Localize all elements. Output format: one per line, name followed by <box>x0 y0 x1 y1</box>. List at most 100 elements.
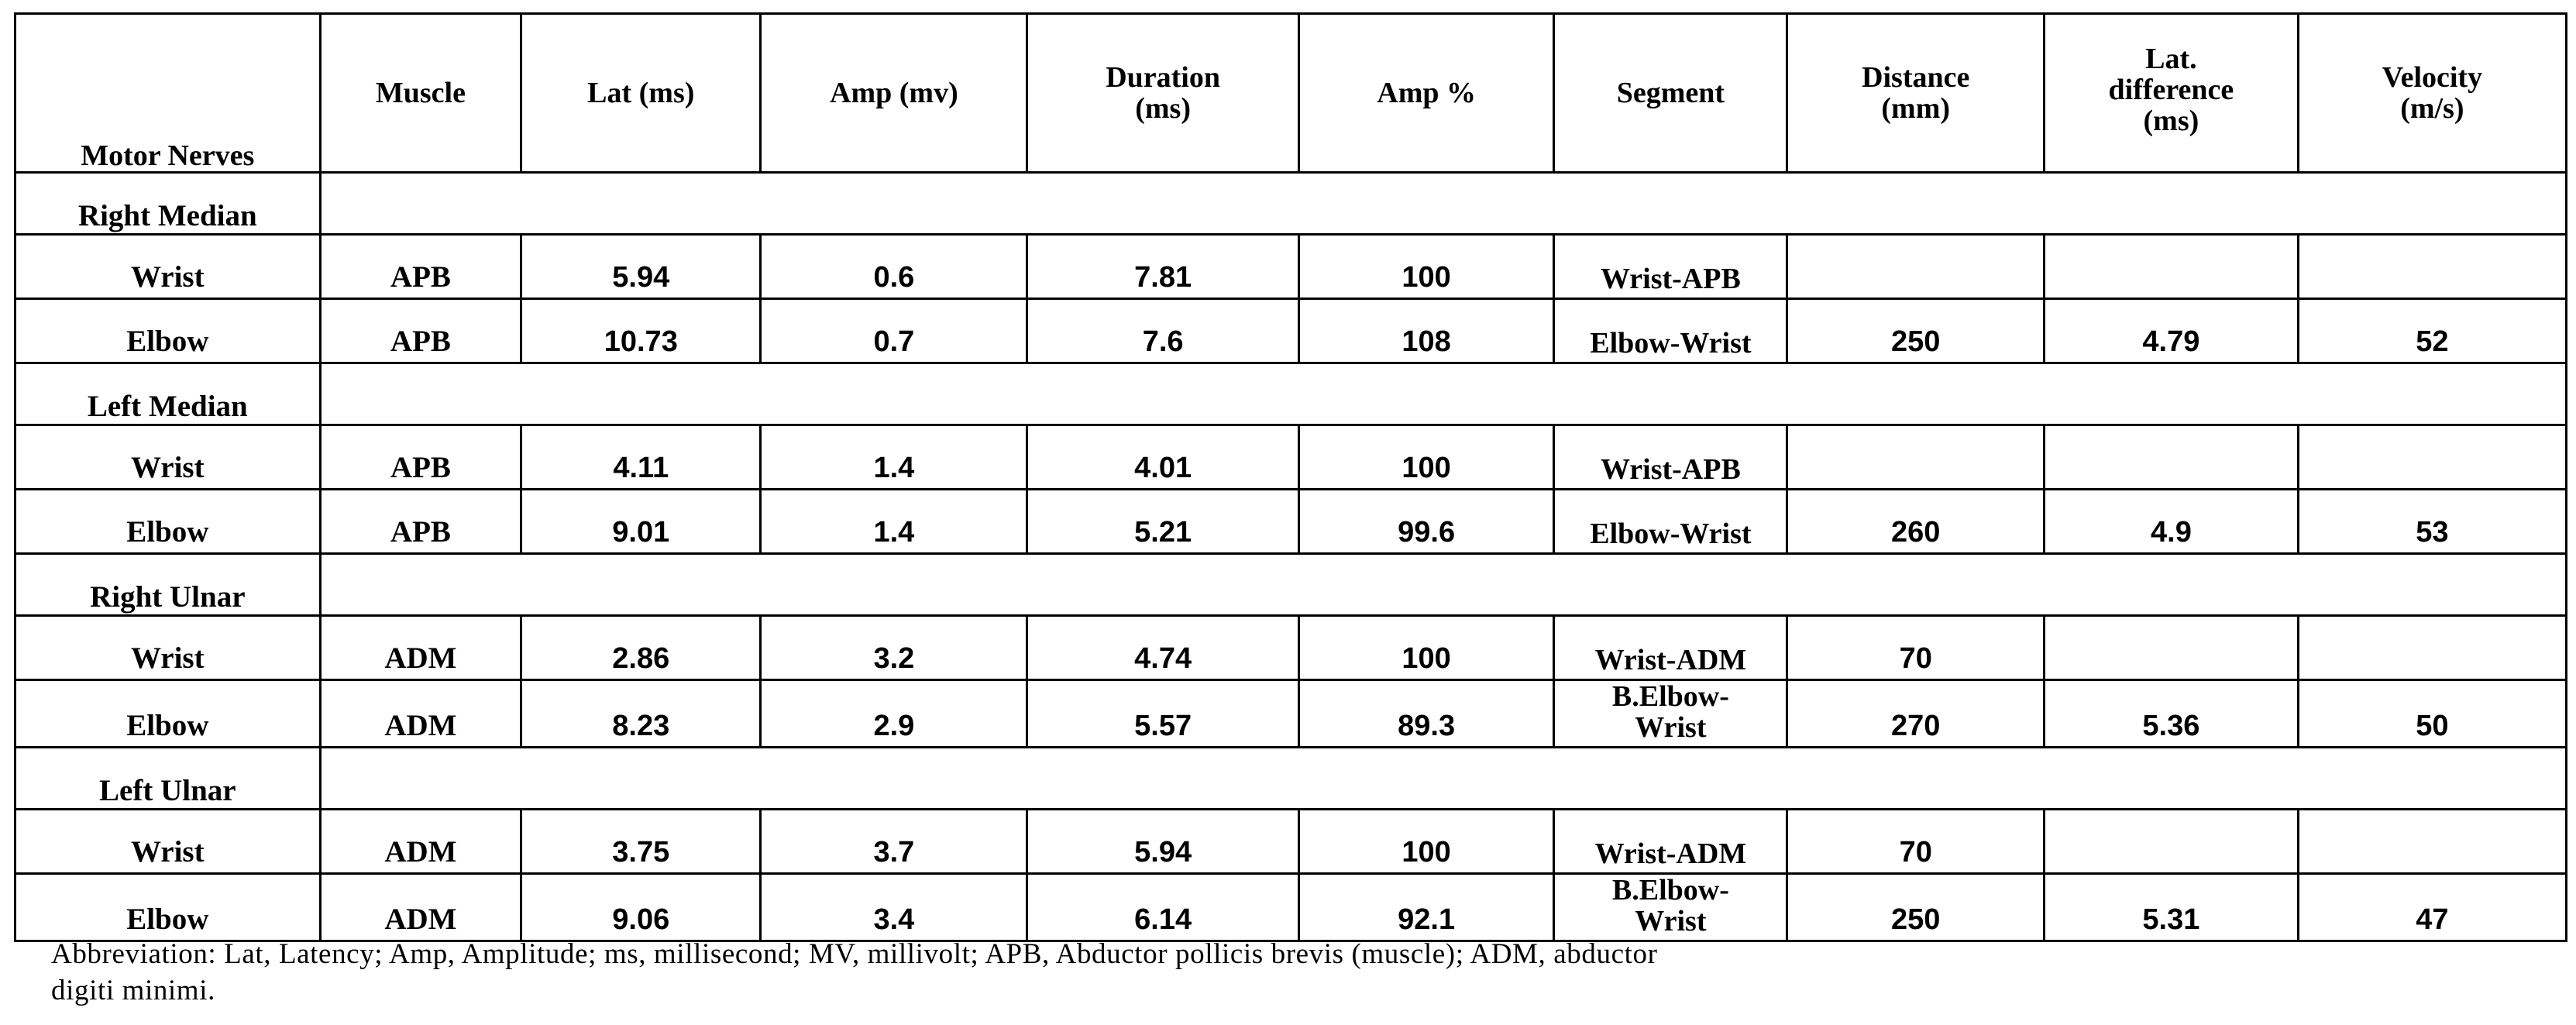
segment-line-1: B.Elbow- <box>1611 874 1729 906</box>
amp-percent-cell: 108 <box>1297 298 1556 364</box>
segment-cell: Elbow-Wrist <box>1553 488 1789 555</box>
header-muscle: Muscle <box>318 12 523 174</box>
lat-difference-cell <box>2043 614 2299 681</box>
lat-difference-cell <box>2043 233 2299 300</box>
site-cell: Wrist <box>14 424 322 490</box>
lat-cell: 5.94 <box>520 233 762 300</box>
site-cell: Wrist <box>14 808 322 875</box>
site-cell: Elbow <box>14 679 322 748</box>
lat-cell: 9.06 <box>520 872 762 942</box>
lat-difference-cell: 4.79 <box>2043 298 2299 364</box>
header-distance: Distance (mm) <box>1786 12 2046 174</box>
group-fill <box>318 552 2568 617</box>
segment-line-1: Wrist-ADM <box>1594 644 1747 676</box>
muscle-cell: APB <box>318 424 523 490</box>
lat-cell: 2.86 <box>520 614 762 681</box>
group-row-right-median: Right Median <box>14 171 2568 236</box>
velocity-cell <box>2296 808 2568 875</box>
header-velocity-line-1: Velocity <box>2382 61 2483 94</box>
segment-cell: Elbow-Wrist <box>1553 298 1789 364</box>
distance-cell: 250 <box>1786 872 2046 942</box>
segment-line-1: Wrist-ADM <box>1594 838 1747 870</box>
group-label: Left Ulnar <box>14 746 322 810</box>
velocity-cell: 52 <box>2296 298 2568 364</box>
lat-cell: 10.73 <box>520 298 762 364</box>
amp-percent-cell: 92.1 <box>1297 872 1556 942</box>
table-footnote: Abbreviation: Lat, Latency; Amp, Amplitu… <box>51 936 2530 1009</box>
velocity-cell <box>2296 614 2568 681</box>
distance-cell: 260 <box>1786 488 2046 555</box>
duration-cell: 4.01 <box>1026 424 1300 490</box>
duration-cell: 6.14 <box>1026 872 1300 942</box>
amp-cell: 0.7 <box>759 298 1029 364</box>
amp-cell: 3.4 <box>759 872 1029 942</box>
duration-cell: 5.94 <box>1026 808 1300 875</box>
distance-cell: 70 <box>1786 614 2046 681</box>
footnote-line-2: digiti minimi. <box>51 975 215 1006</box>
duration-cell: 7.81 <box>1026 233 1300 300</box>
segment-line-1: Wrist-APB <box>1600 453 1741 486</box>
header-row: Motor Nerves Muscle Lat (ms) Amp (mv) Du… <box>14 12 2568 174</box>
amp-cell: 0.6 <box>759 233 1029 300</box>
group-label: Right Median <box>14 171 322 236</box>
site-cell: Wrist <box>14 614 322 681</box>
duration-cell: 5.57 <box>1026 679 1300 748</box>
table-row: Elbow APB 9.01 1.4 5.21 99.6 Elbow-Wrist… <box>14 488 2568 555</box>
table-row: Wrist APB 4.11 1.4 4.01 100 Wrist-APB <box>14 424 2568 490</box>
amp-percent-cell: 100 <box>1297 424 1556 490</box>
table-row: Wrist APB 5.94 0.6 7.81 100 Wrist-APB <box>14 233 2568 300</box>
site-cell: Elbow <box>14 298 322 364</box>
table-row: Elbow ADM 8.23 2.9 5.57 89.3 B.Elbow- Wr… <box>14 679 2568 748</box>
segment-cell: B.Elbow- Wrist <box>1553 679 1789 748</box>
segment-cell: Wrist-APB <box>1553 424 1789 490</box>
lat-cell: 4.11 <box>520 424 762 490</box>
lat-difference-cell: 5.36 <box>2043 679 2299 748</box>
motor-nerves-table: Motor Nerves Muscle Lat (ms) Amp (mv) Du… <box>14 12 2568 942</box>
segment-cell: B.Elbow- Wrist <box>1553 872 1789 942</box>
table-row: Wrist ADM 2.86 3.2 4.74 100 Wrist-ADM 70 <box>14 614 2568 681</box>
segment-cell: Wrist-ADM <box>1553 614 1789 681</box>
header-duration-line-2: (ms) <box>1135 92 1191 125</box>
site-cell: Elbow <box>14 872 322 942</box>
segment-line-1: B.Elbow- <box>1611 680 1729 713</box>
segment-line-1: Elbow-Wrist <box>1590 327 1752 359</box>
group-fill <box>318 362 2568 426</box>
header-amp-percent: Amp % <box>1297 12 1556 174</box>
distance-cell: 250 <box>1786 298 2046 364</box>
segment-line-1: Wrist-APB <box>1600 263 1741 295</box>
group-row-left-median: Left Median <box>14 362 2568 426</box>
group-label: Right Ulnar <box>14 552 322 617</box>
site-cell: Wrist <box>14 233 322 300</box>
footnote-line-1: Abbreviation: Lat, Latency; Amp, Amplitu… <box>51 938 1658 970</box>
amp-percent-cell: 89.3 <box>1297 679 1556 748</box>
amp-percent-cell: 100 <box>1297 808 1556 875</box>
table-row: Wrist ADM 3.75 3.7 5.94 100 Wrist-ADM 70 <box>14 808 2568 875</box>
group-fill <box>318 746 2568 810</box>
table-row: Elbow APB 10.73 0.7 7.6 108 Elbow-Wrist … <box>14 298 2568 364</box>
lat-cell: 9.01 <box>520 488 762 555</box>
header-motor-nerves: Motor Nerves <box>14 12 322 174</box>
header-duration: Duration (ms) <box>1026 12 1300 174</box>
muscle-cell: APB <box>318 233 523 300</box>
amp-cell: 3.7 <box>759 808 1029 875</box>
header-lat-difference: Lat. difference (ms) <box>2043 12 2299 174</box>
duration-cell: 7.6 <box>1026 298 1300 364</box>
lat-difference-cell: 4.9 <box>2043 488 2299 555</box>
velocity-cell: 53 <box>2296 488 2568 555</box>
amp-cell: 1.4 <box>759 488 1029 555</box>
amp-cell: 1.4 <box>759 424 1029 490</box>
amp-percent-cell: 100 <box>1297 614 1556 681</box>
segment-cell: Wrist-APB <box>1553 233 1789 300</box>
muscle-cell: APB <box>318 298 523 364</box>
segment-line-2: Wrist <box>1635 905 1707 937</box>
header-latdiff-line-3: (ms) <box>2143 105 2199 137</box>
velocity-cell: 50 <box>2296 679 2568 748</box>
segment-line-2: Wrist <box>1635 711 1707 744</box>
header-latdiff-line-1: Lat. <box>2145 43 2197 75</box>
segment-cell: Wrist-ADM <box>1553 808 1789 875</box>
muscle-cell: ADM <box>318 808 523 875</box>
lat-cell: 3.75 <box>520 808 762 875</box>
site-cell: Elbow <box>14 488 322 555</box>
distance-cell: 270 <box>1786 679 2046 748</box>
header-amp: Amp (mv) <box>759 12 1029 174</box>
